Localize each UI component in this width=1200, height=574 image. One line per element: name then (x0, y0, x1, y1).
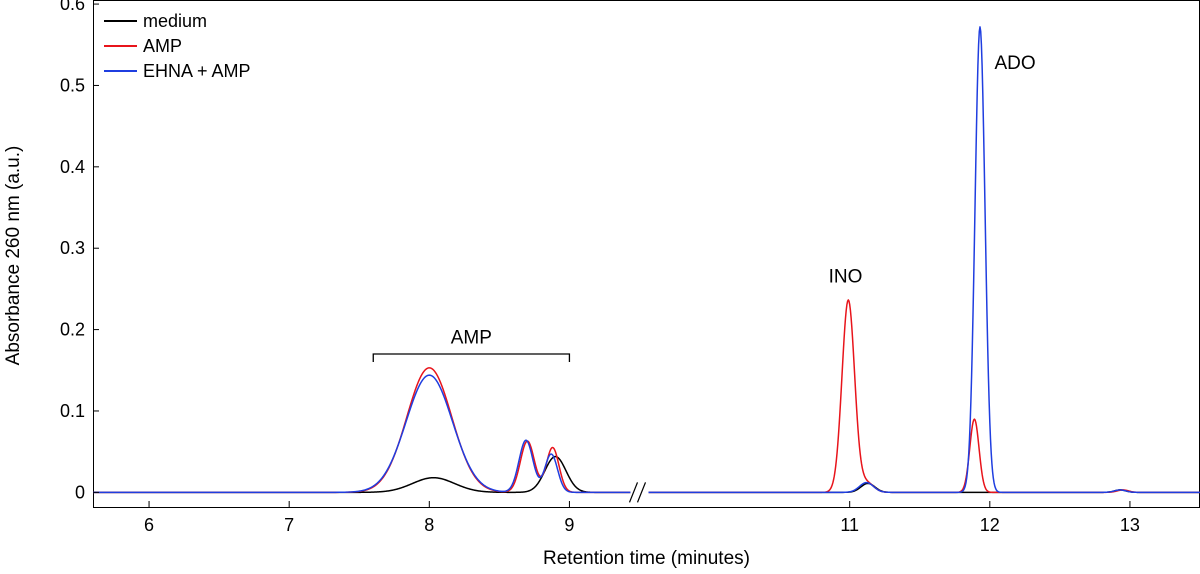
x-tick-label: 11 (840, 515, 859, 535)
y-tick-label: 0.5 (60, 75, 85, 95)
y-axis: 0 0.1 0.2 0.3 0.4 0.5 0.6 (60, 0, 99, 502)
plot-area (93, 0, 1200, 508)
y-tick-label: 0.3 (60, 238, 85, 258)
plot-frame (93, 0, 1200, 508)
axis-break-slash-right (636, 482, 647, 503)
amp-peak-bracket (372, 353, 571, 363)
x-tick-label: 8 (424, 515, 434, 535)
axis-break-slash-left (628, 482, 639, 503)
series-line-amp (92, 299, 1200, 494)
x-tick-label: 6 (144, 515, 154, 535)
legend-label-medium: medium (143, 11, 207, 31)
annotations: AMP INO ADO (372, 53, 1036, 363)
y-tick-label: 0 (75, 482, 85, 502)
annotation-amp: AMP (451, 327, 492, 348)
series-layer (92, 26, 1200, 494)
axis-break-marker (628, 478, 649, 507)
legend-entry-medium: medium (104, 11, 207, 31)
x-tick-label: 12 (980, 515, 1000, 535)
y-tick-label: 0.6 (60, 0, 85, 14)
annotation-ino: INO (829, 266, 863, 287)
y-tick-label: 0.2 (60, 320, 85, 340)
legend: medium AMP EHNA + AMP (104, 11, 251, 81)
x-tick-label: 7 (284, 515, 294, 535)
legend-entry-amp: AMP (104, 36, 182, 56)
legend-label-ehna-amp: EHNA + AMP (143, 61, 251, 81)
x-axis: 6 7 8 9 11 12 13 (144, 501, 1140, 535)
x-tick-label: 9 (564, 515, 574, 535)
y-tick-label: 0.4 (60, 157, 85, 177)
y-tick-label: 0.1 (60, 401, 85, 421)
x-tick-label: 13 (1120, 515, 1140, 535)
y-axis-label: Absorbance 260 nm (a.u.) (3, 146, 24, 366)
series-line-ehna-amp (92, 26, 1200, 494)
legend-label-amp: AMP (143, 36, 182, 56)
x-axis-label: Retention time (minutes) (543, 548, 750, 569)
legend-entry-ehna-amp: EHNA + AMP (104, 61, 251, 81)
annotation-ado: ADO (994, 53, 1035, 74)
